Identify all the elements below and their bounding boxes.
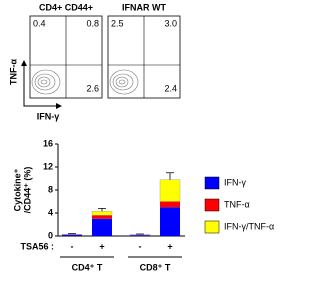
- legend-swatch: [204, 220, 220, 234]
- bar-segment: [62, 234, 82, 236]
- panel-title: IFNAR WT: [122, 2, 166, 12]
- panel-title: CD4+ CD44+: [39, 2, 93, 12]
- error-bar: [68, 233, 76, 235]
- bar-segment: [130, 235, 150, 236]
- y-axis-label: /CD44⁺ (%): [22, 167, 32, 214]
- bar-segment: [160, 201, 180, 208]
- y-tick-label: 0: [48, 230, 53, 240]
- bar-segment: [91, 211, 113, 216]
- quadrant-value: 2.5: [111, 18, 124, 28]
- error-bar: [98, 208, 106, 212]
- legend-swatch: [204, 176, 220, 190]
- x-tick-label: -: [71, 241, 74, 251]
- y-axis-label: Cytokine⁺: [12, 168, 22, 211]
- legend-swatch: [204, 198, 220, 212]
- quadrant-value: 0.8: [86, 18, 99, 28]
- flow-panel: [29, 15, 103, 99]
- bar-segment: [92, 215, 112, 219]
- flow-x-label: IFN-γ: [37, 111, 60, 121]
- x-tick-label: +: [99, 241, 104, 251]
- bar-segment: [159, 179, 181, 202]
- contours: [109, 69, 139, 95]
- contours: [31, 69, 61, 95]
- x-row-label: TSA56 :: [20, 241, 54, 251]
- legend-label: IFN-γ/TNF-α: [224, 221, 274, 231]
- bar-segment: [160, 207, 180, 236]
- group-label: CD8⁺ T: [140, 262, 171, 272]
- error-bar: [166, 172, 174, 180]
- flow-panel: [107, 15, 181, 99]
- y-tick-label: 12: [43, 161, 53, 171]
- y-tick-label: 8: [48, 184, 53, 194]
- x-tick-label: -: [139, 241, 142, 251]
- legend-label: IFN-γ: [224, 177, 246, 187]
- y-tick-label: 16: [43, 138, 53, 148]
- group-label: CD4⁺ T: [72, 262, 103, 272]
- quadrant-value: 0.4: [33, 18, 46, 28]
- flow-y-label: TNF-α: [8, 59, 18, 85]
- quadrant-value: 2.4: [164, 83, 177, 93]
- arrow-heads: [21, 60, 62, 109]
- bar-segment: [92, 218, 112, 236]
- x-tick-label: +: [167, 241, 172, 251]
- y-tick-label: 4: [48, 207, 53, 217]
- quadrant-value: 3.0: [164, 18, 177, 28]
- figure: TNF-α IFN-γ CD4+ CD44+ 0.4 0.8 2.6 IFNAR WT 2…: [8, 2, 274, 272]
- legend-label: TNF-α: [224, 199, 250, 209]
- error-bar: [136, 233, 144, 235]
- axis-arrows: [23, 62, 60, 107]
- quadrant-value: 2.6: [86, 83, 99, 93]
